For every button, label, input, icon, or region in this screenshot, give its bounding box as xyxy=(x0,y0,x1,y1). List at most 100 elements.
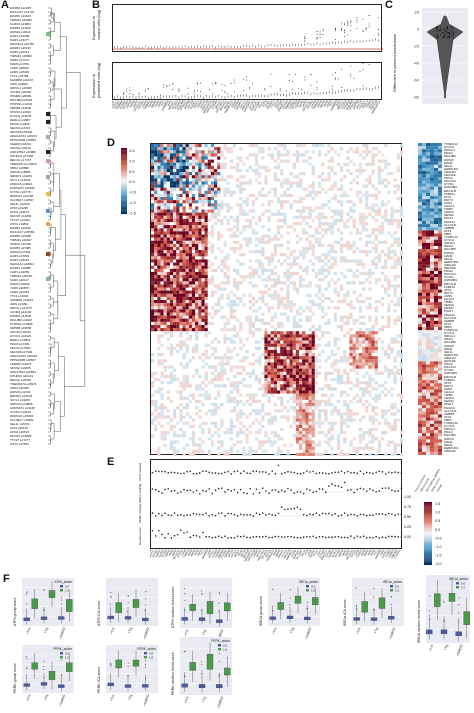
heatmap-cell xyxy=(251,362,255,366)
heatmap-cell xyxy=(160,265,164,269)
gene-label: SYVN1 p20779 xyxy=(10,190,31,194)
heatmap-cell xyxy=(173,452,177,457)
outlier-point xyxy=(288,74,290,76)
heatmap-cell xyxy=(377,225,381,229)
heatmap-cell xyxy=(358,387,363,391)
heatmap-cell xyxy=(371,206,375,210)
gene-label: XRN2 p12350 xyxy=(10,386,29,390)
outlier-point xyxy=(187,87,189,89)
heatmap-cell xyxy=(299,446,303,450)
heatmap-cell xyxy=(157,334,161,338)
heatmap-cell xyxy=(151,184,155,188)
heatmap-cell xyxy=(204,193,208,198)
heatmap-cell xyxy=(302,153,306,157)
heatmap-cell xyxy=(176,321,180,326)
heatmap-cell xyxy=(358,231,363,235)
heatmap-cell xyxy=(346,356,350,360)
heatmap-cell xyxy=(393,293,397,297)
outlier-point xyxy=(322,30,324,32)
outlier-point xyxy=(347,24,349,26)
heatmap-cell xyxy=(179,250,183,254)
heatmap-cell xyxy=(188,315,192,319)
outlier-point xyxy=(264,89,266,91)
heatmap-cell xyxy=(245,427,249,432)
violin-point xyxy=(447,32,449,34)
heatmap-cell xyxy=(182,153,186,157)
panel-label-a: A xyxy=(1,0,9,11)
x-tick-label: TTC27 xyxy=(269,100,277,109)
heatmap-cell xyxy=(229,399,233,404)
heatmap-cell xyxy=(182,234,186,238)
heatmap-cell xyxy=(173,200,177,204)
heatmap-cell xyxy=(191,200,196,204)
heatmap-cell xyxy=(308,452,312,457)
heatmap-cell xyxy=(245,415,249,419)
heatmap-cell xyxy=(384,275,388,279)
heatmap-cell xyxy=(176,147,180,151)
outlier-point xyxy=(279,90,281,92)
heatmap-cell xyxy=(280,159,284,163)
heatmap-cell xyxy=(305,449,309,453)
violin-point xyxy=(443,29,445,31)
heatmap-cell xyxy=(317,259,322,263)
heatmap-cell xyxy=(384,381,388,385)
heatmap-cell xyxy=(232,384,237,388)
heatmap-cell xyxy=(270,340,274,344)
outlier-point xyxy=(322,28,324,30)
heatmap-cell xyxy=(207,162,211,166)
heatmap-cell xyxy=(308,212,312,216)
heatmap-cell xyxy=(317,452,322,457)
heatmap-cell xyxy=(355,268,359,272)
heatmap-cell xyxy=(169,440,174,444)
heatmap-cell xyxy=(173,321,177,326)
heatmap-cell xyxy=(286,337,290,341)
outlier-point xyxy=(304,40,306,42)
heatmap-cell xyxy=(387,309,391,313)
heatmap-cell xyxy=(374,318,378,322)
heatmap-cell xyxy=(346,259,350,263)
violin-point xyxy=(436,36,438,38)
heatmap-cell xyxy=(384,159,388,163)
heatmap-cell xyxy=(368,384,372,388)
heatmap-cell xyxy=(277,409,281,413)
heatmap-cell xyxy=(166,237,170,241)
heatmap-cell xyxy=(330,371,334,375)
heatmap-cell xyxy=(340,390,344,394)
heatmap-cell xyxy=(191,262,196,266)
heatmap-cell xyxy=(188,162,192,166)
heatmap-cell xyxy=(311,402,315,407)
heatmap-cell xyxy=(399,334,404,338)
heatmap-cell xyxy=(154,206,158,210)
heatmap-cell xyxy=(191,259,196,263)
heatmap-cell xyxy=(340,381,344,385)
colorbar-step xyxy=(121,164,127,166)
heatmap-cell xyxy=(280,374,284,379)
heatmap-cell xyxy=(160,437,164,441)
x-tick-label: SEC61A1 xyxy=(132,100,142,112)
heatmap-cell xyxy=(232,381,237,385)
heatmap-cell xyxy=(217,231,221,235)
heatmap-cell xyxy=(151,381,155,385)
heatmap-cell xyxy=(157,165,161,170)
heatmap-cell xyxy=(365,147,369,151)
outlier-point xyxy=(331,74,333,76)
heatmap-cell xyxy=(368,175,372,179)
heatmap-cell xyxy=(254,359,259,363)
colorbar-step xyxy=(121,197,127,199)
heatmap-cell xyxy=(188,144,192,148)
heatmap-cell xyxy=(261,443,265,447)
heatmap-cell xyxy=(176,197,180,201)
heatmap-cell xyxy=(349,306,353,310)
heatmap-cell xyxy=(377,396,381,400)
gene-label: ARHGAP22 p18318 xyxy=(10,354,37,358)
heatmap-cell xyxy=(264,334,268,338)
heatmap-cell xyxy=(380,315,385,319)
heatmap-cell xyxy=(166,390,170,394)
heatmap-cell xyxy=(204,371,208,375)
heatmap-cell xyxy=(270,278,274,282)
heatmap-cell xyxy=(333,409,337,413)
heatmap-cell xyxy=(277,228,281,232)
heatmap-cell xyxy=(380,412,385,416)
heatmap-cell xyxy=(330,434,334,438)
heatmap-cell xyxy=(195,240,199,244)
